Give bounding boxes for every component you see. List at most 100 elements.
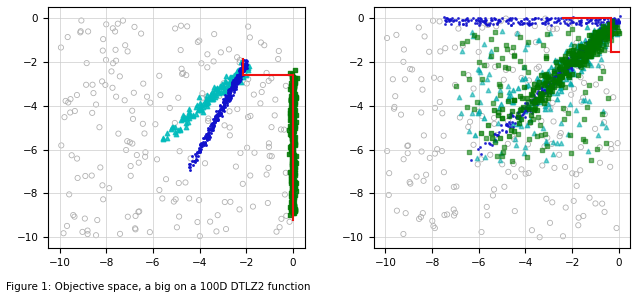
Point (493, 132, 504, 137)
Point (217, 105, 227, 109)
Point (598, 33, 609, 38)
Point (506, 94, 516, 99)
Point (234, 72, 244, 77)
Point (287, 195, 297, 199)
Point (466, 158, 476, 163)
Point (250, 150, 260, 155)
Point (605, 19, 616, 23)
Point (577, 46, 587, 51)
Point (605, 28, 616, 33)
Point (509, 98, 519, 103)
Point (289, 140, 300, 145)
Point (287, 170, 298, 175)
Point (196, 96, 207, 101)
Point (524, 105, 534, 110)
Point (611, 21, 621, 25)
Point (559, 116, 569, 121)
Point (474, 22, 484, 27)
Point (241, 64, 251, 69)
Point (546, 77, 556, 82)
Point (547, 141, 557, 146)
Point (287, 136, 298, 141)
Point (604, 23, 614, 28)
Point (230, 85, 240, 90)
Point (485, 141, 495, 146)
Point (184, 113, 194, 118)
Point (549, 166, 559, 170)
Point (286, 97, 296, 102)
Point (516, 76, 527, 80)
Point (69, 214, 79, 219)
Point (220, 100, 230, 105)
Point (288, 164, 298, 169)
Point (607, 22, 617, 27)
Point (575, 43, 585, 48)
Point (286, 205, 296, 209)
Point (548, 152, 558, 156)
Point (281, 170, 291, 175)
Point (185, 112, 195, 117)
Point (554, 78, 564, 83)
Point (590, 21, 600, 25)
Point (549, 81, 559, 86)
Point (208, 123, 218, 128)
Point (596, 19, 607, 24)
Point (198, 135, 208, 140)
Point (491, 96, 501, 100)
Point (539, 73, 549, 78)
Point (287, 123, 297, 128)
Point (219, 97, 229, 102)
Point (230, 75, 240, 80)
Point (230, 78, 240, 83)
Point (212, 89, 223, 94)
Point (405, 67, 415, 71)
Point (216, 82, 227, 87)
Point (529, 89, 539, 94)
Point (288, 202, 298, 207)
Point (556, 75, 566, 80)
Point (596, 31, 607, 36)
Point (451, 17, 461, 22)
Point (566, 17, 577, 22)
Point (231, 78, 241, 83)
Point (523, 22, 533, 27)
Point (574, 59, 584, 64)
Point (510, 137, 520, 141)
Point (600, 26, 611, 30)
Point (601, 36, 611, 41)
Point (604, 96, 614, 101)
Point (242, 64, 252, 69)
Point (568, 53, 578, 58)
Point (594, 32, 604, 37)
Point (517, 76, 527, 81)
Point (580, 52, 590, 57)
Point (225, 109, 235, 114)
Point (477, 25, 488, 30)
Point (479, 20, 490, 25)
Point (529, 99, 540, 104)
Point (510, 120, 520, 125)
Point (289, 195, 300, 199)
Point (578, 50, 588, 55)
Point (239, 67, 249, 71)
Point (600, 112, 610, 117)
Point (232, 77, 242, 82)
Point (276, 216, 287, 221)
Point (223, 95, 233, 100)
Point (598, 22, 609, 27)
Point (527, 88, 538, 93)
Point (592, 36, 602, 41)
Point (212, 213, 223, 218)
Point (535, 100, 545, 104)
Point (581, 41, 591, 46)
Point (287, 108, 298, 113)
Point (552, 59, 562, 64)
Point (491, 24, 501, 29)
Point (230, 80, 240, 85)
Point (226, 94, 236, 98)
Point (595, 31, 605, 36)
Point (527, 99, 537, 104)
Point (602, 26, 612, 30)
Point (552, 65, 563, 70)
Point (531, 101, 541, 106)
